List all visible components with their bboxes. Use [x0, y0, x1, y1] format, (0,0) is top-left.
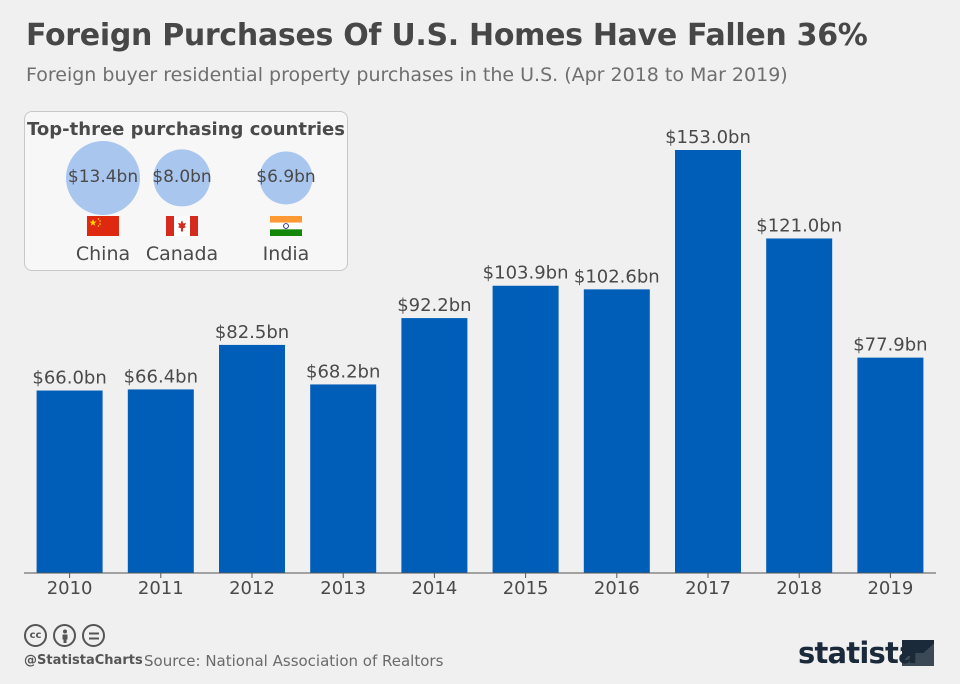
bar-2012: [219, 344, 285, 573]
data-label-2013: $68.2bn: [306, 361, 380, 382]
by-icon[interactable]: [53, 624, 76, 647]
country-name: Canada: [145, 243, 219, 265]
data-label-2018: $121.0bn: [756, 215, 842, 236]
top-countries-panel: Top-three purchasing countries $13.4bn C…: [24, 111, 348, 271]
data-label-2016: $102.6bn: [574, 266, 660, 287]
x-tick-label-2019: 2019: [867, 578, 913, 599]
cc-icon[interactable]: cc: [24, 624, 47, 647]
statista-mark-icon: [902, 640, 934, 666]
chart-title: Foreign Purchases Of U.S. Homes Have Fal…: [26, 18, 868, 53]
x-tick-label-2018: 2018: [776, 578, 822, 599]
x-tick-label-2014: 2014: [411, 578, 457, 599]
bubble-value: $13.4bn: [67, 167, 139, 187]
data-label-2010: $66.0bn: [32, 368, 106, 389]
nd-icon[interactable]: [82, 624, 105, 647]
value-bubble: [66, 141, 140, 215]
country-name: China: [75, 243, 131, 265]
value-bubble: [259, 151, 313, 205]
data-label-2011: $66.4bn: [124, 366, 198, 387]
country-canada: $8.0bn Canada: [132, 148, 232, 268]
data-label-2017: $153.0bn: [665, 127, 751, 148]
data-label-2015: $103.9bn: [483, 263, 569, 284]
value-bubble: [153, 149, 211, 207]
bubble-value: $8.0bn: [152, 167, 212, 187]
country-name: India: [262, 243, 310, 265]
country-india: $6.9bn India: [236, 148, 336, 268]
china-flag-icon: [87, 216, 119, 236]
bar-2015: [492, 285, 559, 573]
country-china: $13.4bn China: [53, 141, 153, 268]
statista-logo[interactable]: statista: [798, 636, 918, 670]
india-flag-icon: [270, 216, 302, 236]
x-tick-label-2017: 2017: [685, 578, 731, 599]
bar-2016: [583, 289, 650, 573]
bar-2014: [401, 318, 468, 573]
data-label-2012: $82.5bn: [215, 322, 289, 343]
x-tick-label-2012: 2012: [229, 578, 275, 599]
x-tick-label-2013: 2013: [320, 578, 366, 599]
data-label-2014: $92.2bn: [397, 295, 471, 316]
bar-2011: [127, 389, 194, 573]
bar-2019: [857, 357, 924, 573]
source-note: Source: National Association of Realtors: [144, 652, 444, 670]
twitter-handle[interactable]: @StatistaCharts: [24, 653, 143, 668]
bar-2013: [310, 384, 377, 573]
bar-2010: [36, 390, 103, 573]
inset-title: Top-three purchasing countries: [27, 119, 345, 140]
chart-subtitle: Foreign buyer residential property purch…: [26, 64, 788, 86]
x-tick-label-2016: 2016: [594, 578, 640, 599]
x-tick-label-2010: 2010: [47, 578, 93, 599]
x-tick-label-2011: 2011: [138, 578, 184, 599]
license-icons: cc: [24, 624, 105, 647]
x-tick-label-2015: 2015: [503, 578, 549, 599]
bar-chart: $66.0bn 2010 $66.4bn 2011 $82.5bn 2012 $68.2bn…: [24, 127, 936, 599]
data-label-2019: $77.9bn: [853, 335, 927, 356]
bar-2018: [766, 238, 833, 573]
canada-flag-icon: [166, 216, 198, 236]
bar-2017: [675, 150, 741, 573]
bubble-value: $6.9bn: [256, 167, 316, 187]
